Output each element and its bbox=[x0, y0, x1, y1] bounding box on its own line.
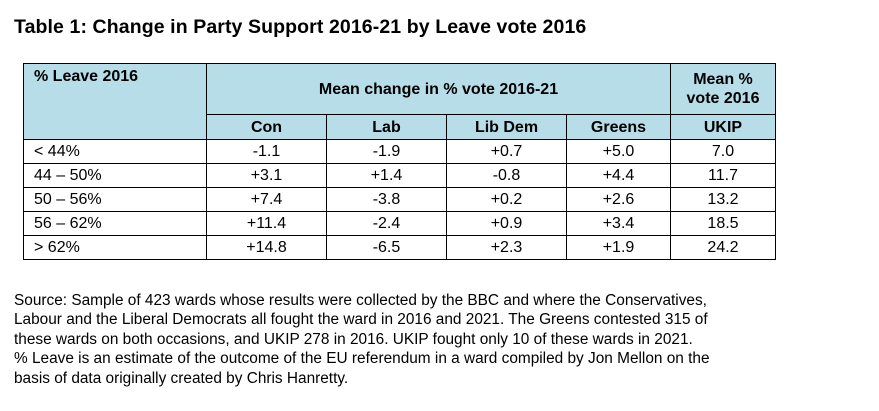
source-note: Source: Sample of 423 wards whose result… bbox=[14, 291, 870, 388]
source-note-line: these wards on both occasions, and UKIP … bbox=[14, 330, 693, 348]
cell-con: +3.1 bbox=[206, 163, 327, 188]
column-header-con: Con bbox=[206, 114, 327, 140]
cell-libdem: -0.8 bbox=[446, 163, 567, 188]
row-label-leave-band: 56 – 62% bbox=[23, 211, 207, 236]
corner-header-leave-band: % Leave 2016 bbox=[23, 63, 207, 140]
cell-lab: -2.4 bbox=[326, 211, 447, 236]
group-header-mean-change: Mean change in % vote 2016-21 bbox=[206, 63, 671, 115]
cell-lab: +1.4 bbox=[326, 163, 447, 188]
cell-greens: +3.4 bbox=[566, 211, 671, 236]
cell-con: +14.8 bbox=[206, 235, 327, 260]
cell-ukip: 7.0 bbox=[670, 139, 776, 164]
source-note-line: Labour and the Liberal Democrats all fou… bbox=[14, 311, 708, 329]
cell-ukip: 24.2 bbox=[670, 235, 776, 260]
cell-lab: -3.8 bbox=[326, 187, 447, 212]
cell-greens: +1.9 bbox=[566, 235, 671, 260]
table-title: Table 1: Change in Party Support 2016-21… bbox=[14, 16, 587, 38]
column-header-ukip: UKIP bbox=[670, 114, 776, 140]
row-label-leave-band: 50 – 56% bbox=[23, 187, 207, 212]
group-header-mean-vote: Mean % vote 2016 bbox=[670, 63, 776, 115]
source-note-line: Source: Sample of 423 wards whose result… bbox=[14, 292, 707, 309]
cell-greens: +4.4 bbox=[566, 163, 671, 188]
cell-greens: +5.0 bbox=[566, 139, 671, 164]
source-note-line: % Leave is an estimate of the outcome of… bbox=[14, 350, 710, 368]
cell-greens: +2.6 bbox=[566, 187, 671, 212]
party-support-table: % Leave 2016 Mean change in % vote 2016-… bbox=[23, 63, 776, 260]
row-label-leave-band: 44 – 50% bbox=[23, 163, 207, 188]
cell-lab: -6.5 bbox=[326, 235, 447, 260]
group-header-mean-vote-line2: vote 2016 bbox=[686, 90, 760, 107]
table-row: < 44% -1.1 -1.9 +0.7 +5.0 7.0 bbox=[23, 139, 776, 164]
column-header-libdem: Lib Dem bbox=[446, 114, 567, 140]
table-row: > 62% +14.8 -6.5 +2.3 +1.9 24.2 bbox=[23, 235, 776, 260]
column-header-greens: Greens bbox=[566, 114, 671, 140]
cell-ukip: 11.7 bbox=[670, 163, 776, 188]
source-note-line: basis of data originally created by Chri… bbox=[14, 369, 349, 387]
group-header-mean-vote-line1: Mean % bbox=[693, 71, 753, 88]
table-row: 50 – 56% +7.4 -3.8 +0.2 +2.6 13.2 bbox=[23, 187, 776, 212]
row-label-leave-band: < 44% bbox=[23, 139, 207, 164]
cell-libdem: +0.9 bbox=[446, 211, 567, 236]
cell-libdem: +0.2 bbox=[446, 187, 567, 212]
cell-con: +11.4 bbox=[206, 211, 327, 236]
column-header-lab: Lab bbox=[326, 114, 447, 140]
cell-libdem: +0.7 bbox=[446, 139, 567, 164]
cell-lab: -1.9 bbox=[326, 139, 447, 164]
cell-libdem: +2.3 bbox=[446, 235, 567, 260]
cell-con: -1.1 bbox=[206, 139, 327, 164]
table-row: 56 – 62% +11.4 -2.4 +0.9 +3.4 18.5 bbox=[23, 211, 776, 236]
cell-con: +7.4 bbox=[206, 187, 327, 212]
table-row: 44 – 50% +3.1 +1.4 -0.8 +4.4 11.7 bbox=[23, 163, 776, 188]
cell-ukip: 13.2 bbox=[670, 187, 776, 212]
cell-ukip: 18.5 bbox=[670, 211, 776, 236]
row-label-leave-band: > 62% bbox=[23, 235, 207, 260]
